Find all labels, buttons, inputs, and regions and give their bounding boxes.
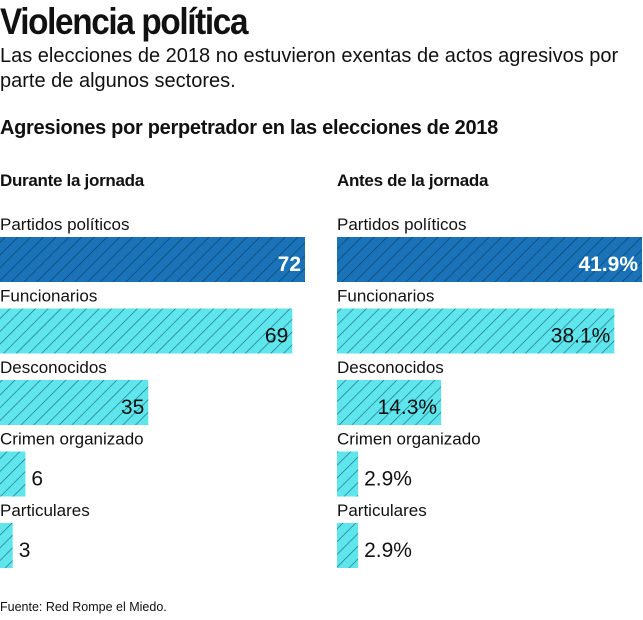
value-label: 35 [121, 396, 144, 419]
chart-right-title: Antes de la jornada [337, 171, 489, 190]
value-label: 2.9% [364, 539, 412, 562]
category-label: Particulares [337, 501, 427, 520]
bar [337, 237, 642, 282]
value-label: 72 [278, 253, 301, 276]
category-label: Crimen organizado [0, 430, 144, 449]
chart-left-title: Durante la jornada [0, 171, 144, 190]
bar [0, 237, 305, 282]
bar [0, 523, 13, 568]
category-label: Desconocidos [0, 358, 107, 377]
category-label: Crimen organizado [337, 430, 481, 449]
value-label: 41.9% [578, 253, 638, 276]
category-label: Particulares [0, 501, 90, 520]
bar [0, 451, 26, 497]
value-label: 2.9% [364, 468, 412, 491]
value-label: 6 [31, 468, 43, 491]
value-label: 14.3% [378, 396, 438, 419]
bar [0, 308, 293, 354]
value-label: 69 [265, 325, 288, 348]
category-label: Partidos políticos [337, 215, 466, 234]
bar [337, 380, 442, 425]
page-subtitle: Las elecciones de 2018 no estuvieron exe… [0, 45, 619, 92]
bar [0, 380, 149, 425]
page-title: Violencia política [0, 1, 248, 42]
value-label: 38.1% [551, 325, 611, 348]
category-label: Partidos políticos [0, 215, 129, 234]
bar [337, 451, 359, 497]
category-label: Desconocidos [337, 358, 444, 377]
source-note: Fuente: Red Rompe el Miedo. [0, 600, 167, 614]
bar [337, 308, 615, 354]
bar [337, 523, 359, 568]
value-label: 3 [19, 539, 31, 562]
section-title: Agresiones por perpetrador en las elecci… [0, 117, 498, 139]
category-label: Funcionarios [0, 287, 97, 306]
category-label: Funcionarios [337, 287, 434, 306]
